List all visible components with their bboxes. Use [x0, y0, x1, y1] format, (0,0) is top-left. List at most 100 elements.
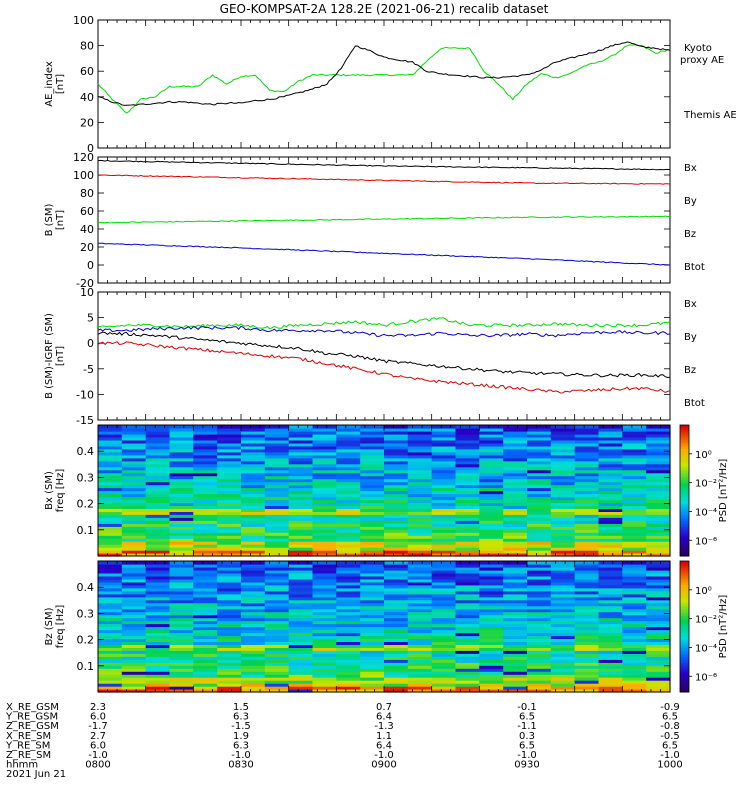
- heatmap-cell: [455, 602, 480, 607]
- heatmap-cell: [98, 425, 123, 429]
- heatmap-cell: [622, 632, 647, 637]
- heatmap-cell: [98, 677, 123, 681]
- colorbar-swatch: [680, 604, 689, 608]
- heatmap-cell: [527, 605, 552, 610]
- heatmap-cell: [312, 499, 337, 503]
- heatmap-cell: [455, 481, 480, 486]
- heatmap-cell: [479, 490, 504, 495]
- heatmap-cell: [312, 650, 337, 654]
- heatmap-cell: [503, 567, 528, 571]
- table-cell: 6.5: [662, 712, 678, 723]
- y-tick-label: 0.2: [77, 634, 95, 647]
- heatmap-cell: [527, 668, 552, 672]
- table-cell: 0830: [228, 760, 253, 771]
- heatmap-cell: [527, 674, 552, 678]
- heatmap-cell: [241, 689, 266, 693]
- heatmap-cell: [598, 584, 623, 589]
- heatmap-cell: [360, 433, 385, 438]
- heatmap-cell: [169, 457, 194, 462]
- heatmap-cell: [288, 487, 314, 492]
- heatmap-cell: [431, 532, 457, 536]
- heatmap-cell: [646, 481, 671, 486]
- colorbar-swatch: [680, 602, 689, 606]
- heatmap-cell: [145, 611, 171, 616]
- heatmap-cell: [646, 439, 671, 444]
- heatmap-cell: [384, 508, 409, 512]
- heatmap-cell: [479, 674, 504, 678]
- heatmap-cell: [574, 572, 600, 577]
- heatmap-cell: [193, 668, 218, 672]
- heatmap-cell: [360, 611, 385, 616]
- heatmap-cell: [407, 448, 433, 453]
- heatmap-cell: [121, 632, 147, 637]
- heatmap-cell: [169, 614, 194, 619]
- heatmap-cell: [407, 638, 433, 642]
- heatmap-cell: [336, 428, 361, 432]
- heatmap-cell: [312, 484, 337, 489]
- heatmap-cell: [598, 561, 623, 565]
- heatmap-cell: [336, 644, 361, 648]
- colorbar-swatch: [680, 641, 689, 645]
- heatmap-cell: [98, 614, 123, 619]
- heatmap-cell: [145, 564, 171, 568]
- y-tick-label: 0: [87, 337, 94, 350]
- heatmap-cell: [622, 584, 647, 589]
- heatmap-cell: [98, 650, 123, 654]
- heatmap-cell: [431, 626, 457, 631]
- heatmap-cell: [264, 517, 290, 521]
- heatmap-cell: [479, 538, 504, 542]
- heatmap-cell: [574, 608, 600, 613]
- heatmap-cell: [384, 581, 409, 586]
- heatmap-cell: [312, 436, 337, 441]
- heatmap-cell: [503, 529, 528, 533]
- heatmap-cell: [384, 431, 409, 435]
- heatmap-cell: [646, 514, 671, 518]
- heatmap-cell: [527, 662, 552, 666]
- heatmap-cell: [121, 442, 147, 447]
- heatmap-cell: [407, 689, 433, 693]
- heatmap-cell: [479, 564, 504, 568]
- heatmap-cell: [431, 544, 457, 548]
- heatmap-cell: [145, 550, 171, 554]
- heatmap-cell: [241, 617, 266, 622]
- colorbar-swatch: [680, 637, 689, 641]
- heatmap-cell: [145, 538, 171, 542]
- heatmap-cell: [527, 659, 552, 663]
- heatmap-cell: [455, 508, 480, 512]
- heatmap-cell: [121, 445, 147, 450]
- heatmap-cell: [121, 578, 147, 583]
- heatmap-cell: [288, 451, 314, 456]
- heatmap-cell: [598, 544, 623, 548]
- heatmap-cell: [527, 526, 552, 530]
- heatmap-cell: [574, 490, 600, 495]
- heatmap-cell: [241, 680, 266, 684]
- colorbar-swatch: [680, 494, 689, 498]
- heatmap-cell: [574, 529, 600, 533]
- heatmap-cell: [217, 674, 242, 678]
- heatmap-cell: [145, 496, 171, 501]
- heatmap-cell: [598, 547, 623, 551]
- heatmap-cell: [288, 445, 314, 450]
- heatmap-cell: [622, 656, 647, 660]
- heatmap-cell: [646, 674, 671, 678]
- heatmap-cell: [360, 659, 385, 663]
- heatmap-cell: [336, 439, 361, 444]
- heatmap-cell: [455, 587, 480, 592]
- heatmap-cell: [622, 680, 647, 684]
- heatmap-cell: [336, 608, 361, 613]
- colorbar-swatch: [680, 518, 689, 522]
- heatmap-cell: [193, 520, 218, 524]
- heatmap-cell: [288, 641, 314, 645]
- colorbar-swatch: [680, 488, 689, 491]
- heatmap-cell: [121, 514, 147, 518]
- heatmap-cell: [360, 587, 385, 592]
- heatmap-cell: [384, 454, 409, 459]
- heatmap-cell: [217, 590, 242, 595]
- heatmap-cell: [217, 617, 242, 622]
- heatmap-cell: [384, 605, 409, 610]
- heatmap-cell: [431, 572, 457, 577]
- heatmap-cell: [98, 593, 123, 598]
- heatmap-cell: [241, 493, 266, 498]
- heatmap-cell: [121, 436, 147, 441]
- heatmap-cell: [241, 431, 266, 435]
